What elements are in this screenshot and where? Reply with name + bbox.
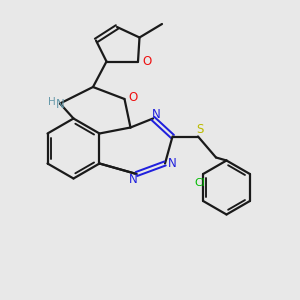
Text: N: N [152,107,160,121]
Text: H: H [48,97,56,107]
Text: N: N [56,98,64,112]
Text: O: O [142,55,152,68]
Text: S: S [196,123,203,136]
Text: N: N [129,173,138,186]
Text: Cl: Cl [195,178,206,188]
Text: O: O [128,91,137,104]
Text: N: N [168,157,177,170]
